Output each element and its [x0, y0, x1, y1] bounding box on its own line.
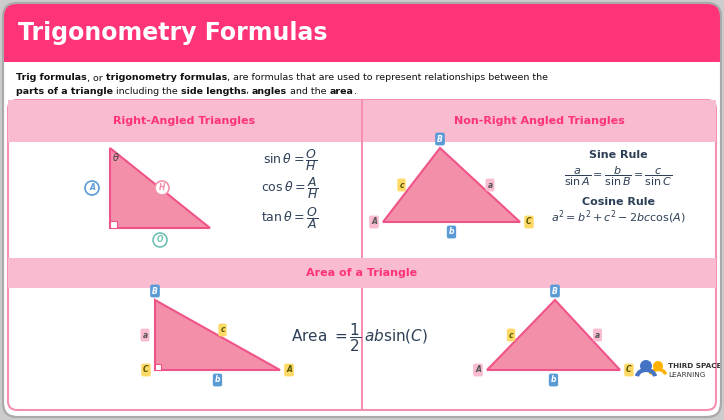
- Text: C: C: [143, 365, 149, 375]
- Text: O: O: [157, 236, 163, 244]
- Text: c: c: [509, 331, 513, 339]
- Text: , or: , or: [87, 74, 106, 82]
- Text: Area of a Triangle: Area of a Triangle: [306, 268, 418, 278]
- Text: B: B: [437, 134, 443, 144]
- Text: B: B: [152, 286, 158, 296]
- Text: a: a: [143, 331, 148, 339]
- Polygon shape: [155, 300, 280, 370]
- Text: THIRD SPACE: THIRD SPACE: [668, 363, 722, 369]
- Text: Area $= \dfrac{1}{2}\,ab\sin(C)$: Area $= \dfrac{1}{2}\,ab\sin(C)$: [292, 322, 429, 354]
- Text: b: b: [215, 375, 220, 384]
- Circle shape: [85, 181, 99, 195]
- Text: $\cos\theta = \dfrac{A}{H}$: $\cos\theta = \dfrac{A}{H}$: [261, 175, 319, 201]
- Text: Non-Right Angled Triangles: Non-Right Angled Triangles: [454, 116, 624, 126]
- Text: b: b: [551, 375, 556, 384]
- Text: A: A: [89, 184, 95, 192]
- Bar: [3, 42, 721, 62]
- Text: θ: θ: [113, 153, 119, 163]
- Text: H: H: [159, 184, 165, 192]
- Text: including the: including the: [113, 87, 181, 95]
- Bar: [110, 221, 117, 228]
- Text: parts of a triangle: parts of a triangle: [16, 87, 113, 95]
- Text: , are formulas that are used to represent relationships between the: , are formulas that are used to represen…: [227, 74, 548, 82]
- Circle shape: [640, 360, 652, 372]
- Text: Trigonometry Formulas: Trigonometry Formulas: [18, 21, 327, 45]
- FancyBboxPatch shape: [8, 100, 716, 410]
- Circle shape: [153, 233, 167, 247]
- Text: and the: and the: [287, 87, 329, 95]
- Text: Right-Angled Triangles: Right-Angled Triangles: [113, 116, 255, 126]
- Bar: [361, 100, 363, 410]
- Text: $\dfrac{a}{\sin A} = \dfrac{b}{\sin B} = \dfrac{c}{\sin C}$: $\dfrac{a}{\sin A} = \dfrac{b}{\sin B} =…: [564, 164, 672, 188]
- Text: c: c: [399, 181, 404, 189]
- Text: A: A: [371, 218, 377, 226]
- Text: $a^2 = b^2 + c^2 - 2bc\cos(A)$: $a^2 = b^2 + c^2 - 2bc\cos(A)$: [550, 208, 686, 226]
- Polygon shape: [110, 148, 210, 228]
- Text: Trig formulas: Trig formulas: [16, 74, 87, 82]
- Text: A: A: [286, 365, 292, 375]
- Text: angles: angles: [252, 87, 287, 95]
- Bar: [155, 364, 161, 370]
- Text: a: a: [487, 181, 492, 189]
- FancyBboxPatch shape: [3, 3, 721, 417]
- Text: .: .: [353, 87, 357, 95]
- Bar: [8, 100, 361, 142]
- Circle shape: [653, 361, 663, 371]
- Text: Sine Rule: Sine Rule: [589, 150, 647, 160]
- FancyBboxPatch shape: [3, 3, 721, 62]
- Bar: [363, 100, 716, 142]
- Text: A: A: [475, 365, 481, 375]
- Polygon shape: [487, 300, 620, 370]
- Text: C: C: [526, 218, 532, 226]
- Text: LEARNING: LEARNING: [668, 372, 705, 378]
- Text: Cosine Rule: Cosine Rule: [581, 197, 654, 207]
- Text: c: c: [220, 326, 224, 334]
- Text: $\sin\theta = \dfrac{O}{H}$: $\sin\theta = \dfrac{O}{H}$: [263, 147, 317, 173]
- Circle shape: [155, 181, 169, 195]
- Text: $\tan\theta = \dfrac{O}{A}$: $\tan\theta = \dfrac{O}{A}$: [261, 205, 319, 231]
- Text: b: b: [449, 228, 454, 236]
- Text: side lengths: side lengths: [181, 87, 246, 95]
- Polygon shape: [383, 148, 520, 222]
- Text: area: area: [329, 87, 353, 95]
- Text: B: B: [552, 286, 558, 296]
- Text: C: C: [626, 365, 632, 375]
- Text: ,: ,: [246, 87, 252, 95]
- Bar: [8, 258, 716, 288]
- Text: trigonometry formulas: trigonometry formulas: [106, 74, 227, 82]
- Text: a: a: [595, 331, 600, 339]
